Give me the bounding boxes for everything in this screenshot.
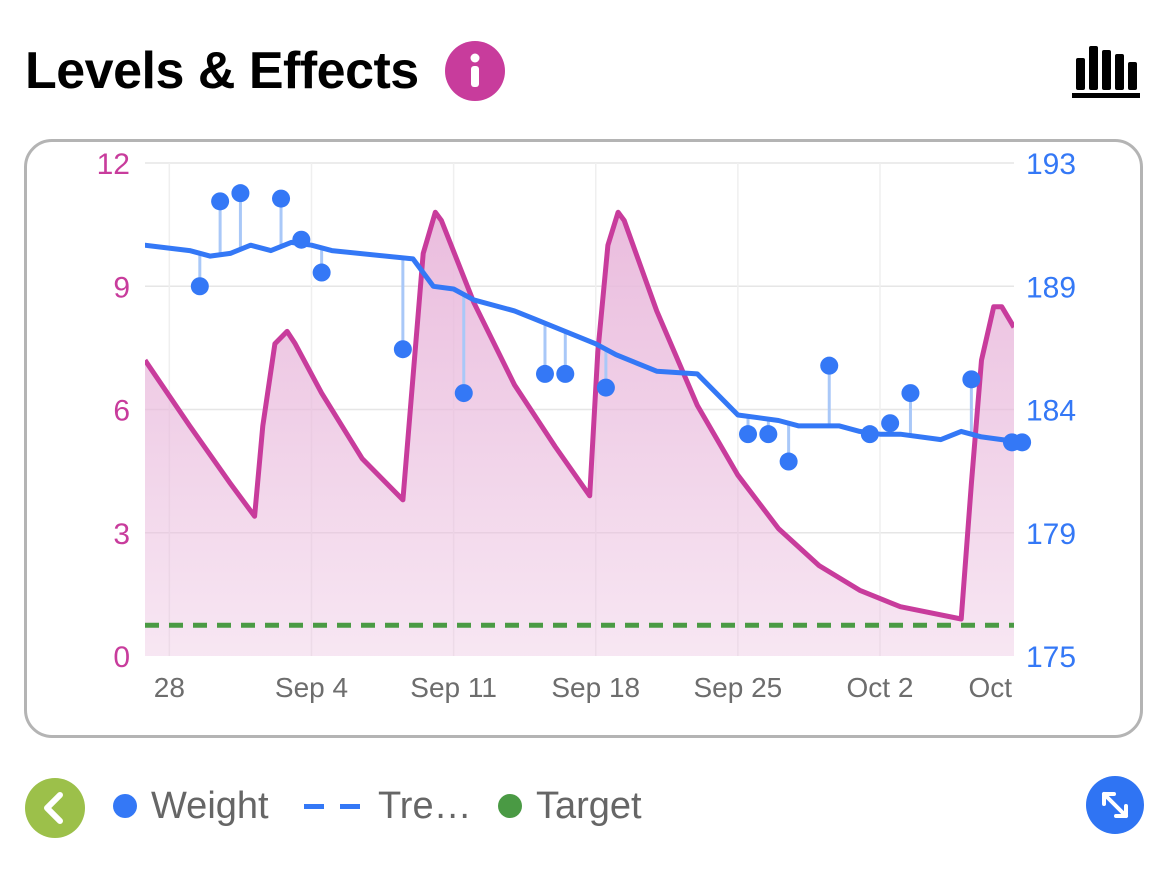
legend: Weight Tre… Target [0, 772, 1170, 842]
left-axis-tick-label: 0 [113, 641, 130, 674]
weight-point [860, 425, 879, 444]
weight-point [881, 414, 900, 433]
info-button[interactable] [444, 41, 505, 101]
info-icon [470, 53, 480, 87]
weight-point [962, 370, 981, 389]
weight-point [1013, 433, 1032, 452]
weight-point [596, 378, 615, 397]
weight-point [272, 189, 291, 208]
right-axis-tick-label: 179 [1026, 518, 1076, 551]
level-line [145, 209, 1014, 622]
chevron-left-icon [44, 792, 63, 824]
x-axis-tick-label: Sep 11 [410, 672, 497, 703]
expand-arrows-icon [1102, 792, 1128, 818]
weight-point [190, 277, 209, 296]
weight-point [901, 384, 920, 403]
page-title: Levels & Effects [25, 42, 419, 100]
left-axis-tick-label: 3 [113, 518, 130, 551]
header: Levels & Effects [25, 36, 505, 106]
right-axis-tick-label: 184 [1026, 395, 1076, 428]
weight-point [739, 425, 758, 444]
trend-dash-icon [304, 803, 360, 809]
x-axis-tick-label: Sep 4 [275, 672, 348, 703]
x-axis-tick-label: Sep 25 [693, 672, 782, 703]
left-axis-tick-label: 6 [113, 395, 130, 428]
right-axis-tick-label: 175 [1026, 641, 1076, 674]
chart-view-button[interactable] [1070, 40, 1142, 102]
right-axis-tick-label: 193 [1026, 148, 1076, 181]
weight-point [759, 425, 778, 444]
weight-point [231, 184, 250, 203]
legend-label: Tre… [378, 784, 472, 827]
left-axis-tick-label: 12 [97, 148, 130, 181]
right-axis-tick-label: 189 [1026, 271, 1076, 304]
weight-point [556, 364, 575, 383]
level-area [145, 212, 1014, 656]
x-axis-tick-label: 28 [154, 672, 185, 703]
back-button[interactable] [25, 778, 85, 838]
weight-point [312, 263, 331, 282]
legend-label: Weight [151, 784, 269, 827]
legend-label: Target [536, 784, 642, 827]
weight-point [454, 384, 473, 403]
target-dot-icon [498, 794, 522, 818]
weight-point [393, 340, 412, 359]
expand-button[interactable] [1086, 776, 1144, 834]
x-axis-tick-label: Sep 18 [551, 672, 640, 703]
weight-point [211, 192, 230, 211]
weight-dot-icon [113, 794, 137, 818]
weight-point [779, 452, 798, 471]
bar-chart-icon [1072, 46, 1140, 98]
weight-point [292, 230, 311, 249]
weight-point [535, 364, 554, 383]
left-axis-tick-label: 9 [113, 271, 130, 304]
weight-point [820, 356, 839, 375]
x-axis-tick-label: Oct 2 [847, 672, 914, 703]
legend-item-trend[interactable]: Tre… [304, 784, 472, 827]
x-axis-tick-label: Oct [968, 672, 1012, 703]
legend-item-target[interactable]: Target [498, 784, 642, 827]
trend-line [145, 239, 1014, 444]
legend-item-weight[interactable]: Weight [113, 784, 269, 827]
